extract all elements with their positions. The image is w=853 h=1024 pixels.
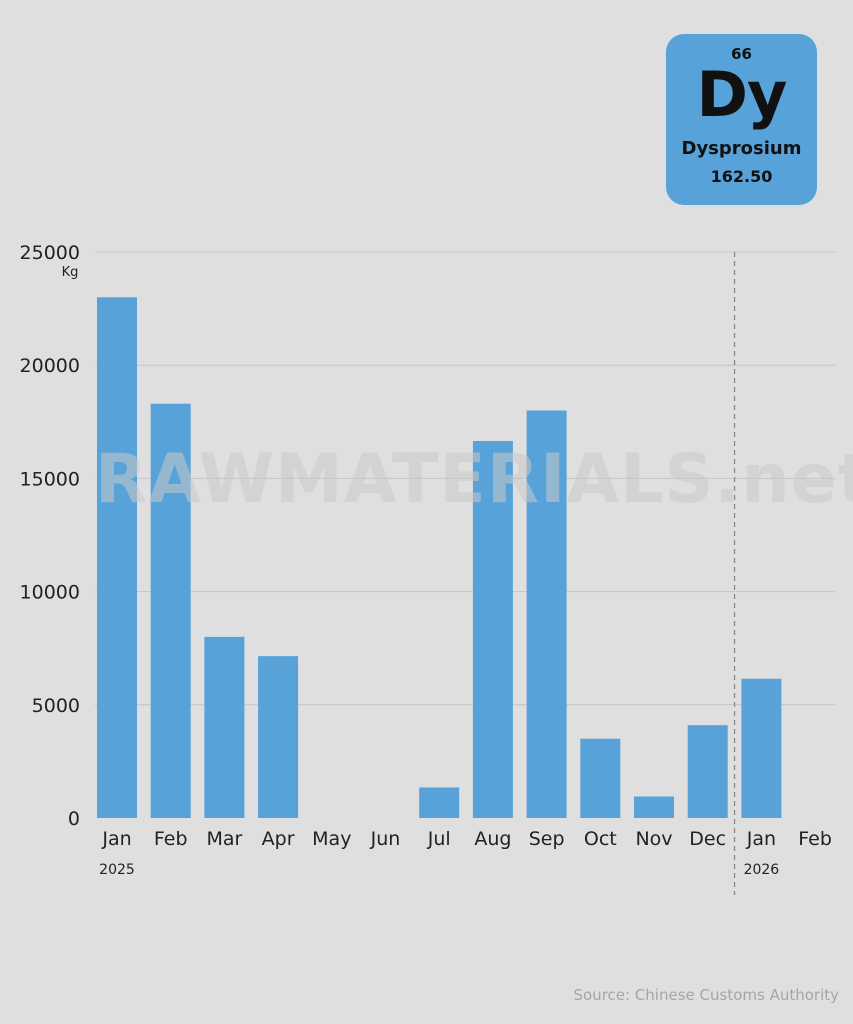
- x-tick-label: Feb: [154, 828, 188, 850]
- y-tick-label: 25000: [20, 242, 80, 264]
- bar: [204, 636, 245, 818]
- bar: [258, 656, 299, 818]
- y-axis-unit-label: Kg: [62, 265, 79, 280]
- bar: [150, 403, 191, 818]
- bar: [526, 410, 567, 818]
- atomic-number: 66: [731, 45, 752, 63]
- x-axis-labels: Jan Feb Mar Apr May Jun Jul Aug Sep Oct Nov Dec Jan F…: [101, 828, 832, 850]
- x-tick-label: Nov: [635, 828, 672, 850]
- bars: [97, 297, 782, 818]
- bar: [472, 441, 513, 818]
- bar: [687, 725, 728, 818]
- y-tick-label: 5000: [32, 695, 80, 717]
- y-tick-label: 20000: [20, 355, 80, 377]
- year-labels: 2025 2026: [99, 862, 779, 878]
- source-note: Source: Chinese Customs Authority: [573, 986, 839, 1004]
- x-tick-label: Dec: [689, 828, 726, 850]
- bar: [419, 787, 460, 818]
- element-symbol: Dy: [696, 58, 788, 131]
- y-tick-label: 10000: [20, 582, 80, 604]
- element-name: Dysprosium: [681, 138, 802, 159]
- gridlines: [95, 251, 835, 706]
- bar: [97, 297, 137, 818]
- x-tick-label: Sep: [529, 828, 565, 850]
- year-label: 2026: [744, 862, 780, 878]
- y-tick-label: 0: [68, 808, 80, 830]
- bar: [634, 796, 674, 818]
- x-tick-label: Oct: [584, 828, 617, 850]
- y-axis-ticks: 0 5000 10000 15000 20000 25000: [20, 242, 80, 830]
- x-tick-label: Aug: [474, 828, 511, 850]
- x-tick-label: Jan: [746, 828, 776, 850]
- x-tick-label: Jan: [101, 828, 131, 850]
- periodic-element-tile: 66 Dy Dysprosium 162.50: [666, 34, 817, 205]
- x-tick-label: May: [312, 828, 351, 850]
- year-label: 2025: [99, 862, 135, 878]
- atomic-mass: 162.50: [710, 167, 773, 186]
- x-tick-label: Apr: [262, 828, 295, 850]
- x-tick-label: Feb: [798, 828, 832, 850]
- x-tick-label: Jun: [370, 828, 401, 850]
- x-tick-label: Jul: [427, 828, 451, 850]
- bar: [580, 738, 621, 818]
- y-tick-label: 15000: [20, 468, 80, 490]
- bar: [741, 678, 782, 818]
- x-tick-label: Mar: [206, 828, 242, 850]
